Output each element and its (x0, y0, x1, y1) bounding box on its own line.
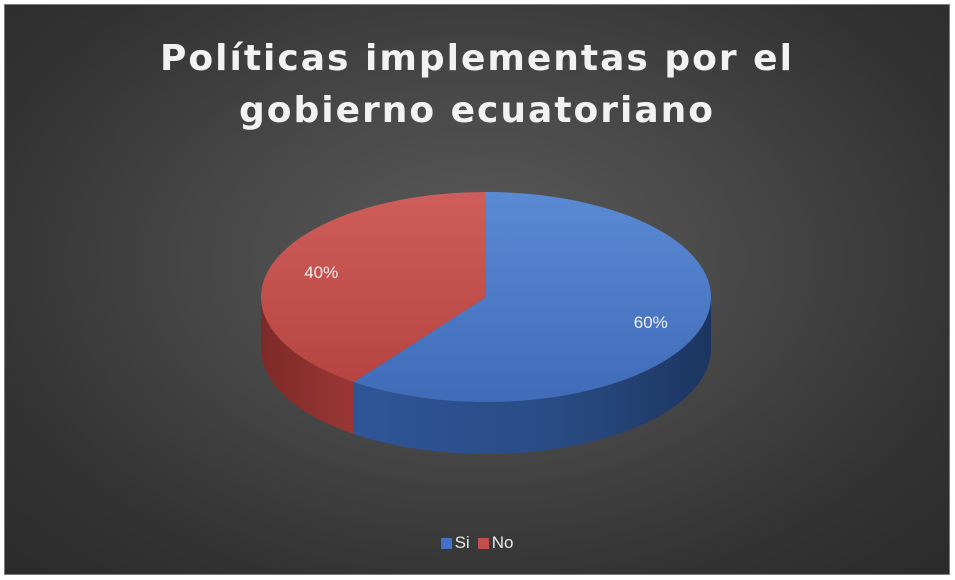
pie-chart: 60% 40% (261, 192, 712, 454)
chart-title-line-2: gobierno ecuatoriano (238, 90, 716, 131)
legend-item-no: No (477, 533, 514, 553)
data-label-no: 40% (304, 263, 338, 282)
pie-side-si (353, 297, 711, 454)
data-label-si: 60% (634, 313, 668, 332)
chart-title: Políticas implementas por el gobierno ec… (5, 33, 949, 137)
legend-item-si: Si (440, 533, 470, 553)
pie-slice-no (261, 192, 486, 382)
legend-label-si: Si (454, 533, 470, 552)
chart-title-line-1: Políticas implementas por el (160, 38, 794, 79)
legend-swatch-no (477, 537, 489, 549)
pie-slice-si (353, 192, 712, 403)
legend: Si No (5, 533, 949, 553)
chart-area: Políticas implementas por el gobierno ec… (4, 4, 950, 575)
pie-side-no (261, 297, 354, 434)
legend-label-no: No (491, 533, 514, 552)
legend-swatch-si (440, 537, 452, 549)
